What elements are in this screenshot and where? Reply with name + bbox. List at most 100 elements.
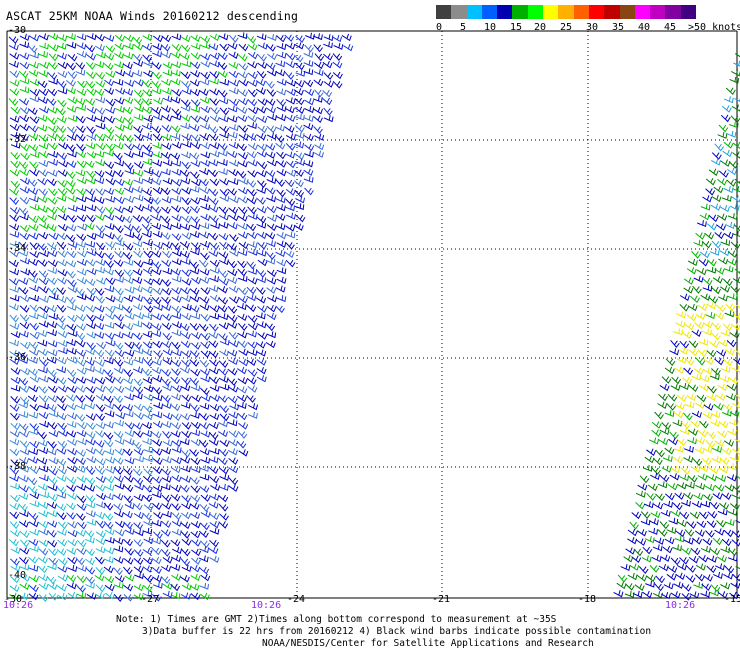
wind-barb [209, 142, 220, 150]
wind-barb [132, 285, 143, 293]
wind-barb [323, 41, 333, 49]
wind-barb [9, 430, 20, 438]
wind-barb [39, 359, 49, 367]
wind-barb [219, 125, 230, 134]
wind-barb [29, 423, 40, 431]
wind-barb [246, 261, 256, 270]
wind-barb [38, 375, 49, 383]
wind-barb [76, 449, 87, 457]
wind-barb [255, 341, 266, 349]
wind-barb [732, 573, 740, 582]
wind-barb [46, 576, 57, 585]
wind-barb [200, 573, 211, 582]
wind-barb [276, 114, 287, 122]
wind-barb [285, 188, 296, 196]
wind-barb [143, 176, 154, 185]
wind-barb [710, 203, 721, 211]
wind-barb [76, 495, 87, 504]
wind-barb [10, 494, 21, 503]
wind-barb [189, 124, 200, 132]
wind-barb [123, 475, 134, 483]
wind-barb [133, 125, 144, 134]
wind-barb [218, 466, 229, 475]
wind-barb [191, 394, 202, 403]
wind-barb [94, 177, 105, 185]
wind-barb [209, 323, 219, 332]
wind-barb [19, 98, 30, 106]
wind-barb [180, 258, 191, 266]
wind-barb [58, 160, 69, 168]
wind-barb [275, 60, 286, 68]
wind-barb [190, 312, 201, 320]
wind-barb [181, 377, 191, 386]
wind-barb [48, 430, 59, 438]
wind-barb [190, 457, 201, 466]
wind-barb [265, 62, 276, 71]
wind-barb [56, 115, 67, 124]
wind-barb [694, 573, 705, 582]
wind-barb [304, 150, 314, 158]
wind-barb [275, 142, 286, 150]
wind-barb [649, 564, 660, 573]
wind-barb [162, 556, 173, 564]
wind-barb [95, 430, 106, 438]
wind-barb [237, 331, 248, 339]
wind-barb [332, 80, 343, 89]
wind-barb [153, 97, 164, 105]
wind-barb [152, 411, 163, 419]
wind-barb [257, 53, 267, 62]
wind-barb [199, 485, 210, 493]
wind-barb [133, 565, 144, 574]
wind-barb [46, 501, 57, 510]
wind-barb [695, 563, 706, 571]
wind-barb [237, 222, 248, 231]
wind-barb [9, 521, 20, 530]
wind-barb [647, 483, 658, 492]
wind-barb [27, 179, 38, 188]
wind-barb [9, 115, 20, 123]
wind-barb [151, 547, 162, 556]
wind-barb [275, 179, 286, 188]
wind-barb [113, 493, 124, 501]
wind-barb [38, 574, 49, 582]
wind-barb [181, 422, 192, 430]
wind-barb [152, 287, 163, 296]
wind-barb [209, 404, 220, 412]
wind-barb [635, 501, 646, 510]
wind-barb [644, 536, 655, 544]
wind-barb [303, 60, 314, 68]
wind-barb [114, 214, 125, 223]
wind-barb [217, 70, 228, 78]
wind-barb [28, 144, 39, 152]
wind-barb [238, 133, 249, 141]
wind-barb [66, 369, 77, 378]
wind-barb [171, 321, 182, 329]
wind-barb [104, 583, 115, 592]
wind-barb [631, 555, 642, 563]
wind-barb [721, 492, 732, 500]
wind-barb [162, 332, 173, 341]
wind-barb [151, 330, 162, 338]
wind-barb [709, 373, 720, 381]
wind-barb [200, 287, 211, 295]
wind-barb [9, 52, 20, 60]
wind-barb [267, 52, 277, 61]
wind-barb [674, 445, 684, 453]
wind-barb [690, 420, 701, 428]
wind-barb [247, 212, 258, 220]
wind-barb [690, 465, 701, 473]
wind-barb [160, 105, 171, 113]
wind-barb [38, 582, 49, 590]
wind-barb [160, 187, 171, 196]
wind-barb [132, 303, 143, 311]
wind-barb [10, 384, 21, 392]
wind-barb [29, 284, 39, 293]
wind-barb [123, 117, 134, 125]
wind-barb [56, 458, 67, 467]
wind-barb [105, 466, 116, 474]
wind-barb [189, 230, 200, 239]
wind-barb [124, 162, 134, 171]
wind-barb [95, 556, 105, 565]
wind-barb [731, 538, 740, 547]
wind-barb [152, 133, 163, 142]
